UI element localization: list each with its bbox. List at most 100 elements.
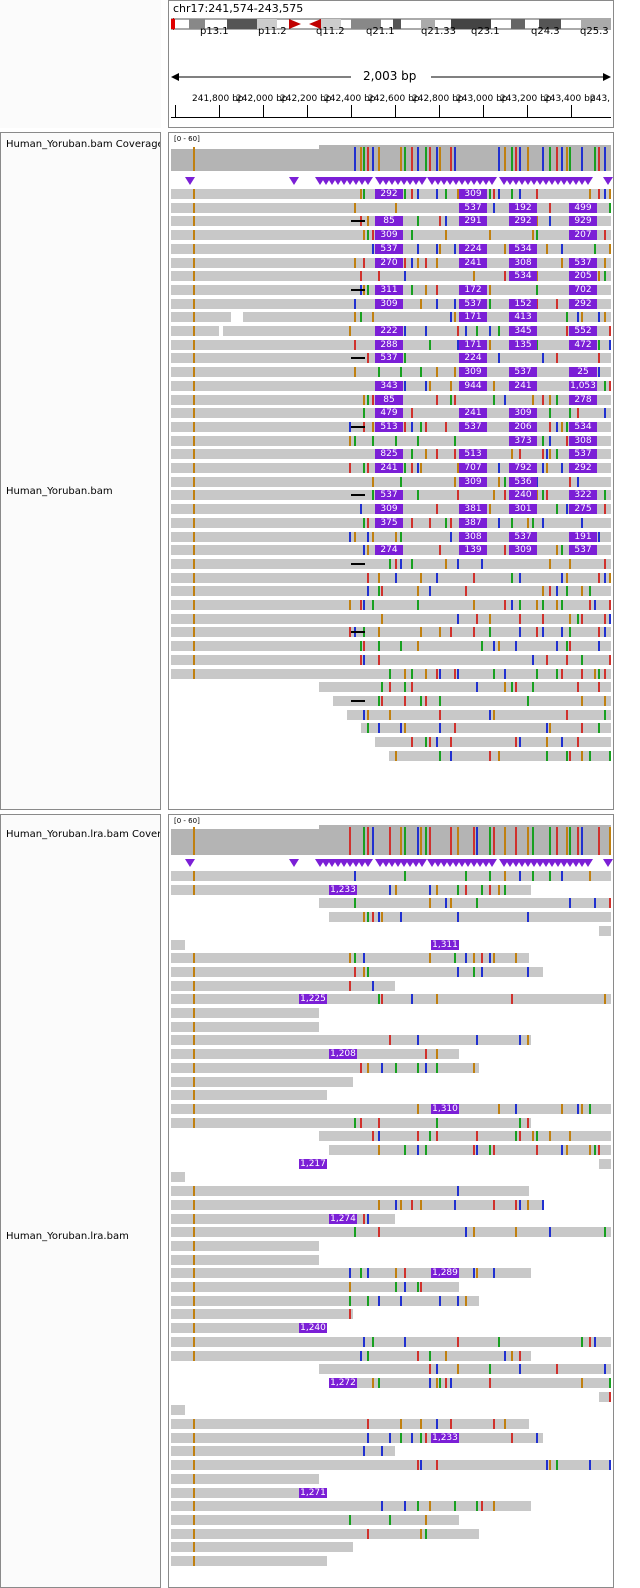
read[interactable]: [171, 558, 611, 569]
read[interactable]: [329, 912, 611, 923]
read[interactable]: [223, 326, 611, 336]
read[interactable]: [171, 654, 611, 665]
mismatch: [411, 463, 413, 473]
read[interactable]: [171, 1446, 395, 1457]
read[interactable]: [319, 1364, 611, 1375]
read[interactable]: [171, 1460, 611, 1471]
read[interactable]: [171, 1542, 353, 1553]
insertion-marker: [439, 177, 449, 185]
insertion-label: 288: [375, 339, 403, 350]
read[interactable]: [171, 1295, 479, 1306]
read[interactable]: [171, 1199, 543, 1210]
read[interactable]: [171, 271, 611, 282]
read[interactable]: [333, 695, 611, 706]
lra-coverage-track-name[interactable]: Human_Yoruban.lra.bam Coverage: [6, 829, 160, 840]
read[interactable]: [347, 709, 611, 720]
read[interactable]: [171, 1309, 353, 1320]
read[interactable]: [319, 898, 611, 909]
read[interactable]: [171, 476, 611, 487]
read[interactable]: [171, 1035, 531, 1046]
mismatch: [457, 668, 459, 679]
read[interactable]: [171, 1254, 319, 1265]
read[interactable]: [171, 966, 543, 977]
read[interactable]: [171, 1282, 459, 1292]
read[interactable]: [171, 1487, 319, 1498]
insertion-label: 171: [459, 312, 487, 323]
bam-track-name[interactable]: Human_Yoruban.bam: [6, 486, 113, 497]
read[interactable]: [171, 980, 395, 991]
mismatch: [577, 476, 579, 487]
read[interactable]: [171, 1268, 531, 1279]
read[interactable]: [375, 737, 611, 747]
read[interactable]: [243, 312, 611, 323]
read[interactable]: [171, 1528, 479, 1539]
mismatch: [457, 1295, 459, 1306]
mismatch: [577, 613, 579, 624]
read[interactable]: [171, 1405, 185, 1416]
read[interactable]: [171, 312, 231, 323]
read[interactable]: [171, 1021, 319, 1032]
mismatch: [411, 230, 413, 241]
read[interactable]: [171, 613, 611, 624]
coverage-variant: [577, 827, 579, 855]
read[interactable]: [171, 600, 611, 610]
read[interactable]: [171, 586, 611, 597]
read[interactable]: [171, 1350, 531, 1361]
read[interactable]: [171, 1103, 611, 1114]
read[interactable]: [171, 1090, 327, 1101]
read[interactable]: [599, 1391, 611, 1402]
read[interactable]: [171, 668, 611, 679]
read[interactable]: [329, 1377, 611, 1388]
read[interactable]: [599, 925, 611, 936]
lra-track-name[interactable]: Human_Yoruban.lra.bam: [6, 1231, 129, 1242]
read[interactable]: [171, 871, 611, 881]
bam-coverage-track-name[interactable]: Human_Yoruban.bam Coverage: [6, 139, 160, 150]
insertion-label: 513: [459, 449, 487, 460]
lra-data-panel[interactable]: [0 - 60] 1,233 1,311 1,225 1,208 1,310 1,217 1…: [168, 814, 614, 1588]
ruler-tick-label: 243,000 bp: [456, 94, 508, 104]
read[interactable]: [361, 723, 611, 734]
read[interactable]: [171, 531, 611, 542]
read[interactable]: [171, 1008, 319, 1018]
read[interactable]: [171, 1419, 529, 1429]
read[interactable]: [171, 1117, 531, 1128]
coverage-variant: [556, 827, 558, 855]
read[interactable]: [171, 627, 611, 638]
read[interactable]: [319, 1131, 611, 1142]
read[interactable]: [171, 1076, 353, 1087]
read[interactable]: [171, 435, 611, 446]
mismatch: [489, 627, 491, 638]
read[interactable]: [171, 572, 611, 583]
read[interactable]: [171, 1473, 319, 1484]
read[interactable]: [171, 1336, 611, 1347]
insertion-label: 472: [569, 339, 597, 350]
read[interactable]: [171, 1062, 479, 1073]
read[interactable]: [171, 1501, 531, 1512]
read[interactable]: [319, 682, 611, 693]
read[interactable]: [171, 641, 611, 652]
read[interactable]: [171, 1240, 319, 1251]
read[interactable]: [171, 1514, 459, 1525]
read[interactable]: [171, 1556, 327, 1566]
read[interactable]: [171, 1227, 611, 1238]
mismatch: [569, 558, 571, 569]
read[interactable]: [171, 939, 185, 950]
read[interactable]: [171, 1172, 185, 1183]
read[interactable]: [329, 1145, 611, 1155]
read[interactable]: [171, 326, 219, 336]
mismatch: [367, 1528, 369, 1539]
mismatch: [504, 243, 506, 254]
read[interactable]: [389, 750, 611, 761]
read[interactable]: [171, 202, 611, 213]
mismatch: [439, 243, 441, 254]
bam-data-panel[interactable]: [0 - 60] 292 309 537 192 499 292 929 85 291 207 30…: [168, 132, 614, 810]
read[interactable]: [171, 1323, 327, 1334]
read[interactable]: [171, 1432, 543, 1443]
mismatch: [395, 1282, 397, 1292]
read[interactable]: [171, 1213, 395, 1224]
read[interactable]: [171, 994, 611, 1005]
read[interactable]: [171, 1186, 529, 1197]
read[interactable]: [599, 1158, 611, 1169]
read[interactable]: [171, 367, 611, 378]
read[interactable]: [171, 1049, 459, 1060]
